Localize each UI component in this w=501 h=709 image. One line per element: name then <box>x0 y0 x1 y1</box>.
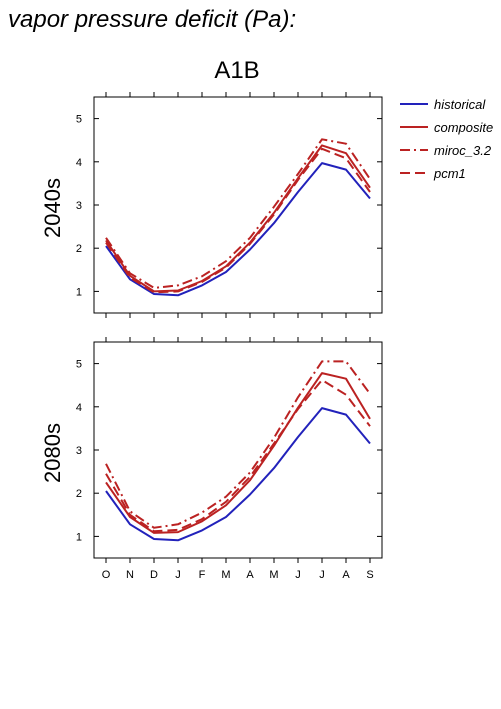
x-tick-label: S <box>366 569 373 581</box>
series-line-composite <box>105 144 371 293</box>
y-tick-label: 3 <box>76 445 82 457</box>
y-tick-label: 4 <box>76 402 82 414</box>
y-tick-label: 4 <box>76 157 82 169</box>
x-tick-label: M <box>269 569 278 581</box>
series-line-miroc-3-2 <box>105 138 371 289</box>
series-line-miroc-3-2 <box>105 360 371 529</box>
plot-frame-2080s <box>93 341 383 559</box>
x-tick-label: A <box>342 569 350 581</box>
y-tick-label: 1 <box>76 286 82 298</box>
legend-entry: pcm1 <box>433 166 466 181</box>
y-tick-label: 5 <box>76 114 82 126</box>
x-tick-label: J <box>175 569 181 581</box>
legend-entry: miroc_3.2 <box>434 143 492 158</box>
y-tick-label: 2 <box>76 488 82 500</box>
chart-main-title: vapor pressure deficit (Pa): <box>8 6 297 33</box>
series-line-composite <box>105 372 371 534</box>
x-tick-label: A <box>246 569 254 581</box>
x-tick-label: F <box>199 569 206 581</box>
x-tick-label: O <box>102 569 111 581</box>
y-tick-label: 5 <box>76 359 82 371</box>
series-line-pcm1 <box>105 147 371 294</box>
series-line-historical <box>105 407 371 542</box>
legend-entry: historical <box>434 97 486 112</box>
x-tick-label: N <box>126 569 134 581</box>
x-tick-label: D <box>150 569 158 581</box>
y-tick-label: 1 <box>76 531 82 543</box>
series-line-historical <box>105 162 371 297</box>
y-tick-label: 3 <box>76 200 82 212</box>
legend-entry: composite <box>434 120 493 135</box>
scenario-title: A1B <box>214 57 260 84</box>
x-tick-label: J <box>319 569 325 581</box>
y-tick-label: 2 <box>76 243 82 255</box>
x-tick-label: M <box>221 569 230 581</box>
series-line-pcm1 <box>105 379 371 533</box>
x-tick-label: J <box>295 569 301 581</box>
